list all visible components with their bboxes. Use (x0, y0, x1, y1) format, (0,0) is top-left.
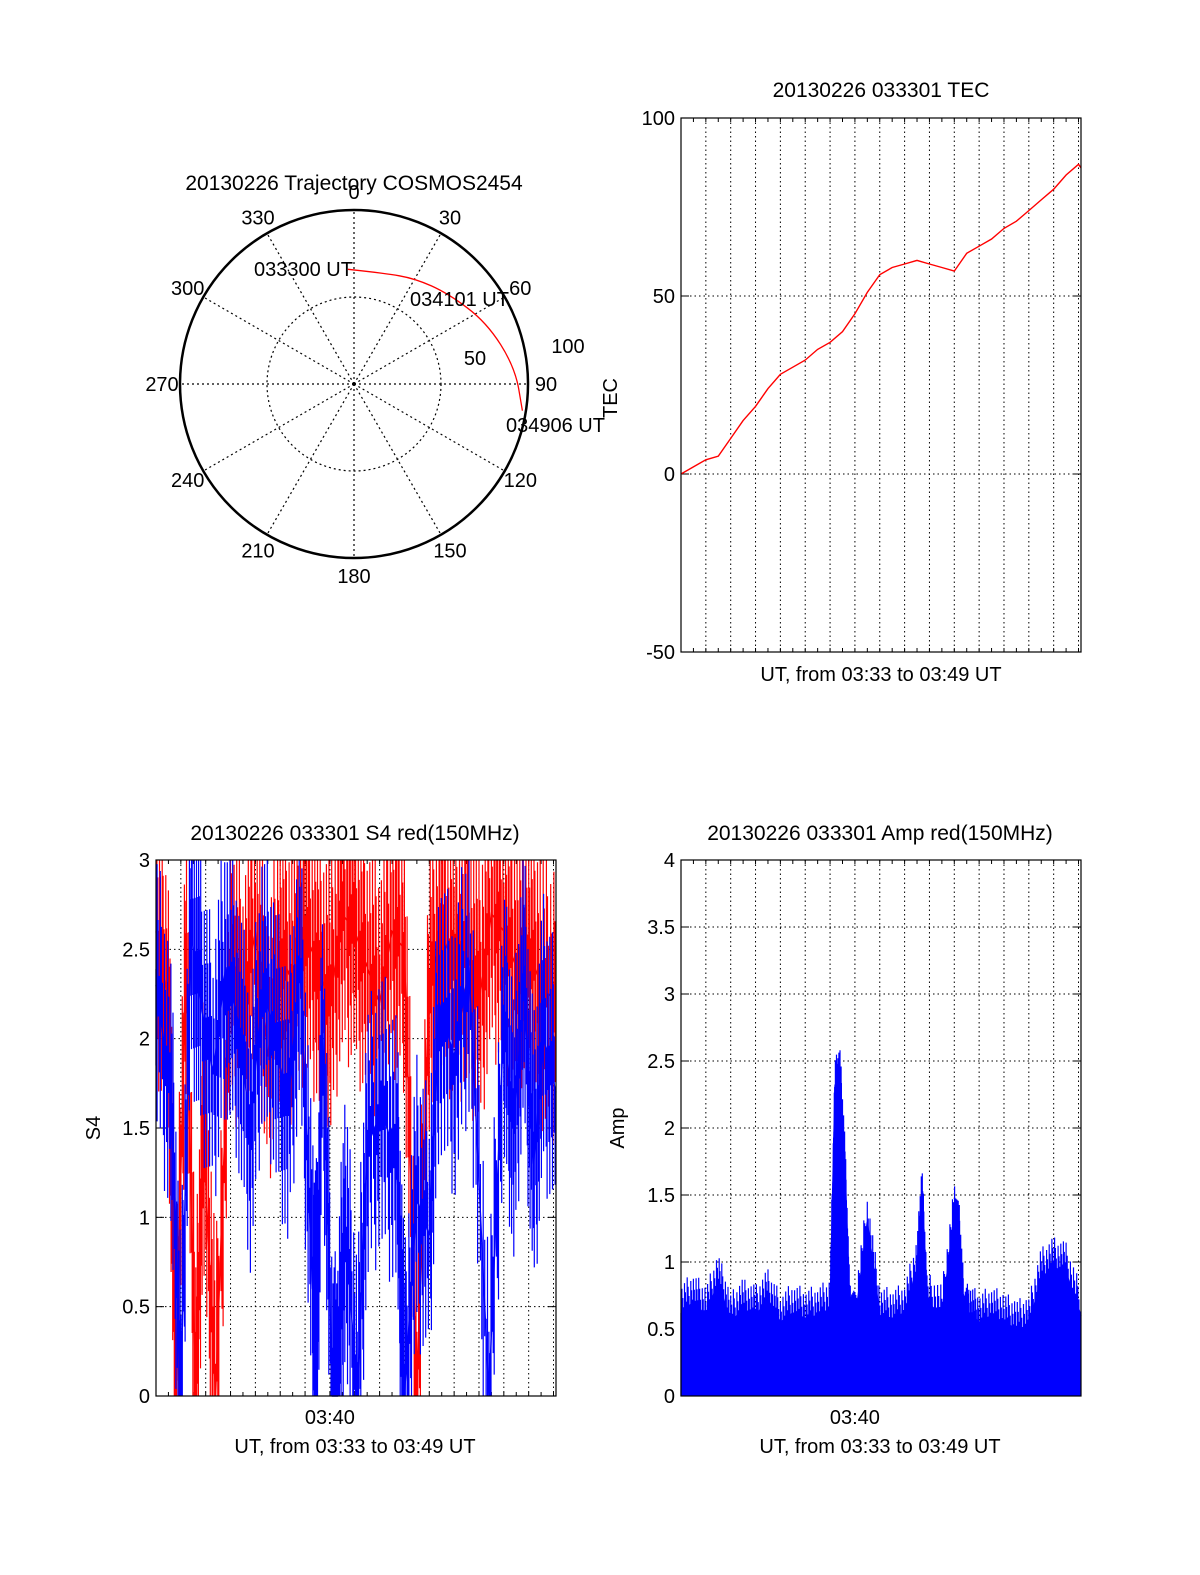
tec-panel: 20130226 033301 TEC -50 0 50 100 UT, from 0… (642, 79, 1082, 686)
y-tick-label: 1.5 (647, 1185, 675, 1207)
polar-angle-label: 210 (241, 540, 274, 562)
polar-angle-label: 150 (433, 540, 466, 562)
series-0-line (155, 911, 557, 1397)
trajectory-end-label: 034906 UT (506, 415, 605, 437)
trajectory-line (347, 268, 524, 411)
polar-spoke (203, 296, 355, 385)
trajectory-mid-label: 034101 UT (410, 289, 509, 311)
polar-radial-label-100: 100 (551, 336, 584, 358)
y-tick-label: 100 (642, 108, 675, 130)
series-0-line (680, 163, 1082, 475)
y-tick-label: 4 (664, 850, 675, 872)
polar-angle-labels: 0 30 60 90 120 150 180 210 240 270 300 330 (145, 182, 557, 588)
polar-spoke (266, 383, 355, 535)
tec-title: 20130226 033301 TEC (773, 79, 990, 102)
amp-xlabel: UT, from 03:33 to 03:49 UT (759, 1436, 1000, 1458)
polar-title: 20130226 Trajectory COSMOS2454 (185, 172, 523, 195)
polar-angle-label: 120 (504, 470, 537, 492)
y-tick-label: 3 (139, 850, 150, 872)
y-tick-label: 0.5 (647, 1319, 675, 1341)
polar-spoke (353, 296, 505, 385)
polar-angle-label: 0 (348, 182, 359, 204)
s4-plot-area: 0 0.5 1 1.5 2 2.5 3 03:40 (122, 850, 557, 1429)
amp-title: 20130226 033301 Amp red(150MHz) (707, 822, 1053, 845)
s4-xlabel: UT, from 03:33 to 03:49 UT (234, 1436, 475, 1458)
polar-angle-label: 240 (171, 470, 204, 492)
polar-angle-label: 30 (439, 208, 461, 230)
polar-radial-label-50: 50 (464, 348, 486, 370)
amp-ylabel: Amp (607, 1107, 629, 1148)
polar-spoke (353, 383, 442, 535)
trajectory-track (347, 268, 524, 411)
y-tick-label: 3 (664, 984, 675, 1006)
plot-frame (155, 859, 557, 1397)
polar-angle-label: 180 (337, 566, 370, 588)
amp-plot-area: 0 0.5 1 1.5 2 2.5 3 3.5 4 03:40 (647, 850, 1082, 1429)
tec-xlabel: UT, from 03:33 to 03:49 UT (760, 664, 1001, 686)
s4-title: 20130226 033301 S4 red(150MHz) (190, 822, 519, 845)
s4-panel: 20130226 033301 S4 red(150MHz) 0 0.5 1 1.5 2… (83, 822, 557, 1458)
series-0-line (680, 1076, 1082, 1330)
polar-spoke (353, 233, 442, 385)
polar-angle-label: 270 (145, 374, 178, 396)
y-tick-label: 1 (139, 1207, 150, 1229)
s4-ylabel: S4 (83, 1116, 105, 1140)
polar-spoke (266, 233, 355, 385)
y-tick-label: 2.5 (647, 1051, 675, 1073)
y-tick-label: 3.5 (647, 917, 675, 939)
polar-angle-label: 330 (241, 208, 274, 230)
y-tick-label: 50 (653, 286, 675, 308)
y-tick-label: 2 (664, 1118, 675, 1140)
polar-angle-label: 60 (509, 278, 531, 300)
plot-frame (680, 859, 1082, 1397)
series-0-spikes (680, 1050, 1081, 1396)
polar-panel: 20130226 Trajectory COSMOS2454 0 30 60 90 12… (145, 172, 622, 588)
y-tick-label: 2.5 (122, 939, 150, 961)
series-1-line (155, 931, 557, 1397)
polar-axis-label: TEC (600, 378, 622, 418)
polar-spoke (203, 383, 355, 472)
y-tick-label: 2 (139, 1029, 150, 1051)
amp-panel: 20130226 033301 Amp red(150MHz) 0 0.5 1 1.5… (607, 822, 1082, 1458)
polar-angle-label: 90 (535, 374, 557, 396)
y-tick-label: 0 (664, 464, 675, 486)
polar-spoke (353, 383, 505, 472)
x-tick-label: 03:40 (305, 1407, 355, 1429)
y-tick-label: -50 (646, 642, 675, 664)
tec-plot-area: -50 0 50 100 (642, 108, 1082, 664)
trajectory-start-label: 033300 UT (254, 259, 353, 281)
plot-frame (680, 117, 1082, 653)
polar-outer-circle (178, 208, 530, 560)
y-tick-label: 0 (664, 1386, 675, 1408)
y-tick-label: 0.5 (122, 1297, 150, 1319)
y-tick-label: 1.5 (122, 1118, 150, 1140)
polar-grid (178, 208, 530, 560)
polar-angle-label: 300 (171, 278, 204, 300)
x-tick-label: 03:40 (830, 1407, 880, 1429)
y-tick-label: 1 (664, 1252, 675, 1274)
y-tick-label: 0 (139, 1386, 150, 1408)
